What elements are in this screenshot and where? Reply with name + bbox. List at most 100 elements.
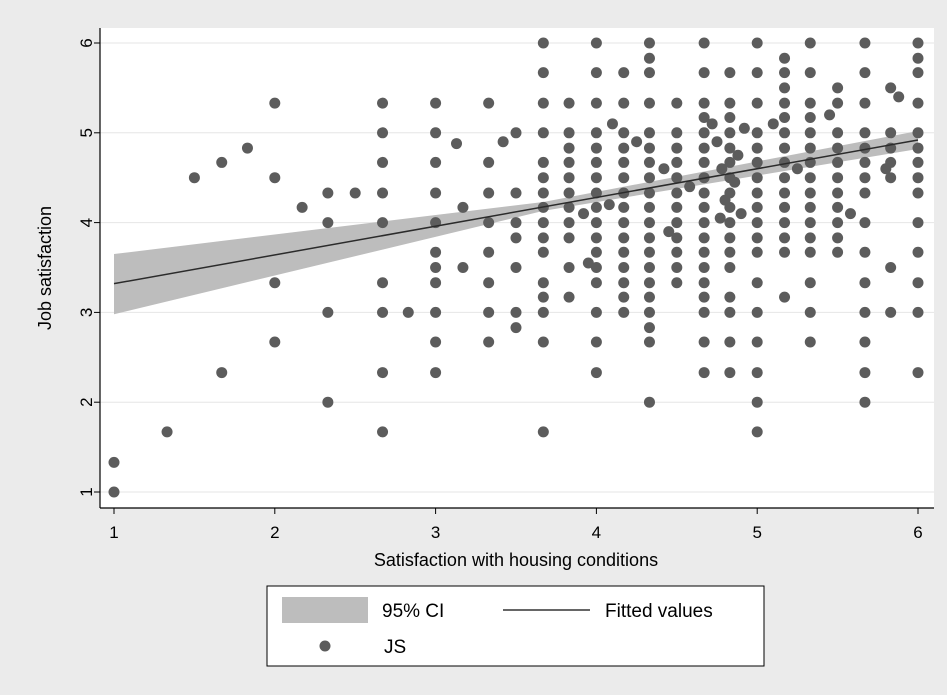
data-point xyxy=(269,97,281,109)
data-point xyxy=(643,156,655,168)
data-point xyxy=(698,232,710,244)
data-point xyxy=(671,97,683,109)
data-point xyxy=(724,367,736,379)
data-point xyxy=(537,232,549,244)
data-point xyxy=(724,306,736,318)
data-point xyxy=(430,127,442,139)
data-point xyxy=(451,138,463,150)
data-point xyxy=(698,187,710,199)
data-point xyxy=(618,306,630,318)
data-point xyxy=(779,217,791,229)
data-point xyxy=(751,336,763,348)
data-point xyxy=(671,246,683,258)
data-point xyxy=(590,262,602,273)
data-point xyxy=(684,181,696,193)
data-point xyxy=(643,232,655,244)
data-point xyxy=(859,396,871,408)
data-point xyxy=(430,262,442,273)
data-point xyxy=(537,156,549,168)
data-point xyxy=(537,67,549,79)
data-point xyxy=(322,187,334,199)
data-point xyxy=(563,232,575,244)
data-point xyxy=(719,194,731,206)
data-point xyxy=(402,306,414,318)
data-point xyxy=(711,136,723,148)
data-point xyxy=(832,246,844,258)
data-point xyxy=(658,163,670,175)
data-point xyxy=(859,67,871,79)
y-tick-label: 6 xyxy=(77,38,96,47)
data-point xyxy=(590,232,602,244)
data-point xyxy=(671,187,683,199)
x-tick-label: 1 xyxy=(109,523,118,542)
data-point xyxy=(430,246,442,258)
data-point xyxy=(377,367,389,379)
data-point xyxy=(510,187,522,199)
data-point xyxy=(912,37,924,49)
data-point xyxy=(804,217,816,229)
data-point xyxy=(590,187,602,199)
data-point xyxy=(643,187,655,199)
data-point xyxy=(578,208,590,220)
data-point xyxy=(643,291,655,303)
legend-points-marker xyxy=(319,640,331,652)
data-point xyxy=(832,187,844,199)
data-point xyxy=(377,127,389,139)
data-point xyxy=(859,306,871,318)
data-point xyxy=(296,201,308,213)
data-point xyxy=(779,52,791,64)
x-tick-label: 4 xyxy=(592,523,601,542)
x-tick-label: 3 xyxy=(431,523,440,542)
data-point xyxy=(859,336,871,348)
data-point xyxy=(671,262,683,273)
data-point xyxy=(859,187,871,199)
data-point xyxy=(724,217,736,229)
legend-ci-swatch xyxy=(282,597,368,623)
data-point xyxy=(606,118,618,130)
data-point xyxy=(643,336,655,348)
data-point xyxy=(724,97,736,109)
data-point xyxy=(671,217,683,229)
data-point xyxy=(618,97,630,109)
data-point xyxy=(590,246,602,258)
data-point xyxy=(779,187,791,199)
data-point xyxy=(671,156,683,168)
data-point xyxy=(483,187,495,199)
data-point xyxy=(724,336,736,348)
data-point xyxy=(779,201,791,213)
data-point xyxy=(618,246,630,258)
data-point xyxy=(698,112,710,124)
data-point xyxy=(430,336,442,348)
data-point xyxy=(844,208,856,220)
data-point xyxy=(751,97,763,109)
data-point xyxy=(698,277,710,289)
data-point xyxy=(885,172,897,184)
data-point xyxy=(804,201,816,213)
data-point xyxy=(804,277,816,289)
data-point xyxy=(269,277,281,289)
fitted-line xyxy=(113,139,919,285)
data-point xyxy=(912,187,924,199)
data-point xyxy=(791,163,803,175)
data-point xyxy=(779,67,791,79)
data-point xyxy=(698,127,710,139)
data-point xyxy=(643,172,655,184)
data-point xyxy=(241,142,253,154)
data-point xyxy=(537,277,549,289)
data-point xyxy=(859,367,871,379)
data-point xyxy=(563,142,575,154)
data-point xyxy=(751,396,763,408)
data-point xyxy=(698,246,710,258)
data-point xyxy=(714,212,726,224)
data-point xyxy=(912,367,924,379)
data-point xyxy=(804,232,816,244)
data-point xyxy=(216,156,228,168)
data-point xyxy=(377,187,389,199)
data-point xyxy=(377,97,389,109)
data-point xyxy=(832,156,844,168)
data-point xyxy=(724,291,736,303)
data-point xyxy=(779,127,791,139)
data-point xyxy=(779,97,791,109)
data-point xyxy=(832,232,844,244)
